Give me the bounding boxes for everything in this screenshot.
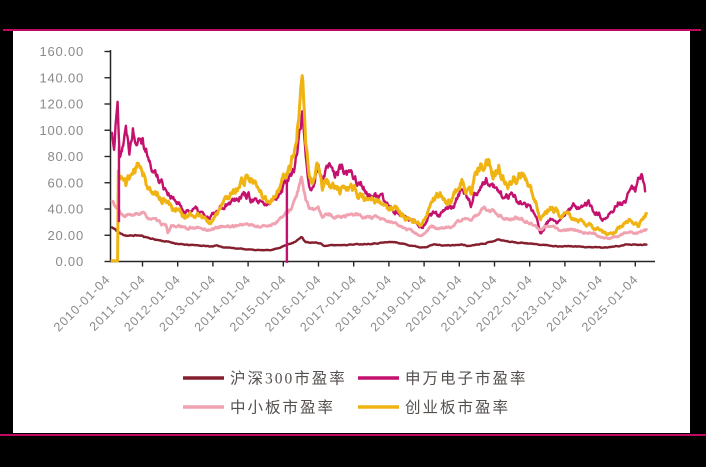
y-tick-label: 20.00 <box>47 228 84 243</box>
legend-label: 中小板市盈率 <box>230 399 335 417</box>
y-tick-label: 0.00 <box>55 254 84 269</box>
axes <box>109 50 655 263</box>
legend-label: 申万电子市盈率 <box>405 370 528 388</box>
legend-label: 创业板市盈率 <box>405 399 510 417</box>
y-tick-label: 60.00 <box>47 175 84 190</box>
y-tick-label: 120.00 <box>39 97 84 112</box>
series-lines <box>110 74 648 263</box>
y-axis-labels: 0.00 20.00 40.00 60.00 80.00 100.00 120.00 140.… <box>39 44 111 269</box>
legend-label: 沪深300市盈率 <box>230 370 347 388</box>
y-tick-label: 80.00 <box>47 149 84 164</box>
x-axis-labels: 2010-01-042011-01-042012-01-042013-01-04… <box>51 261 641 334</box>
series-line-创业板市盈率 <box>110 74 648 263</box>
y-tick-label: 40.00 <box>47 202 84 217</box>
legend-item: 创业板市盈率 <box>358 399 510 417</box>
series-line-中小板市盈率 <box>110 175 648 241</box>
top-border-rule <box>3 29 701 31</box>
legend-item: 中小板市盈率 <box>183 399 335 417</box>
y-tick-label: 160.00 <box>39 44 84 59</box>
y-tick-label: 140.00 <box>39 70 84 85</box>
legend-item: 沪深300市盈率 <box>183 370 347 388</box>
legend-item: 申万电子市盈率 <box>358 370 528 388</box>
series-line-申万电子市盈率 <box>110 100 647 235</box>
y-tick-label: 100.00 <box>39 123 84 138</box>
bottom-border-rule <box>0 434 706 436</box>
series-line-沪深300市盈率 <box>110 226 648 252</box>
